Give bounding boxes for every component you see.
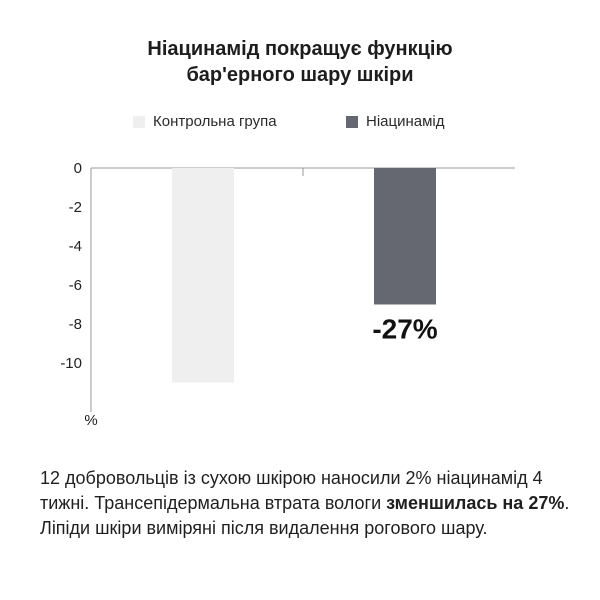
chart-bars bbox=[172, 168, 436, 383]
legend-label-control: Контрольна група bbox=[153, 113, 277, 130]
legend-item-control: Контрольна група bbox=[133, 113, 277, 130]
chart-labels: -27% bbox=[372, 314, 437, 345]
y-axis-unit-label: % bbox=[84, 412, 97, 429]
y-tick-label: -8 bbox=[69, 316, 82, 333]
y-tick-label: -2 bbox=[69, 199, 82, 216]
bar-control bbox=[172, 168, 234, 383]
y-tick-label: -10 bbox=[60, 355, 82, 372]
chart-title: Ніацинамід покращує функцію бар'ерного ш… bbox=[0, 36, 600, 88]
caption-text: 12 добровольців із сухою шкірою наносили… bbox=[40, 466, 580, 541]
y-tick-label: -6 bbox=[69, 277, 82, 294]
bar-chart: 0 -2 -4 -6 -8 -10% -27% bbox=[60, 160, 515, 429]
caption-part-2: . Ліпіди шкіри виміряні після видалення … bbox=[40, 493, 570, 538]
chart-title-line-1: Ніацинамід покращує функцію bbox=[147, 38, 453, 60]
legend: Контрольна група Ніацинамід bbox=[0, 113, 600, 135]
legend-item-niacinamide: Ніацинамід bbox=[346, 113, 445, 130]
legend-swatch-niacinamide bbox=[346, 115, 358, 128]
caption-part-1: 12 добровольців із сухою шкірою наносили… bbox=[40, 468, 543, 513]
legend-label-niacinamide: Ніацинамід bbox=[366, 113, 445, 130]
chart-title-line-2: бар'ерного шару шкіри bbox=[186, 64, 414, 86]
y-tick-label: 0 bbox=[74, 160, 82, 177]
data-label-niacinamide: -27% bbox=[372, 314, 437, 345]
caption-bold: зменшилась на 27% bbox=[386, 493, 565, 513]
chart-axes: 0 -2 -4 -6 -8 -10% bbox=[60, 160, 515, 429]
bar-niacinamide bbox=[374, 168, 436, 305]
y-tick-label: -4 bbox=[69, 238, 82, 255]
legend-swatch-control bbox=[133, 115, 145, 128]
